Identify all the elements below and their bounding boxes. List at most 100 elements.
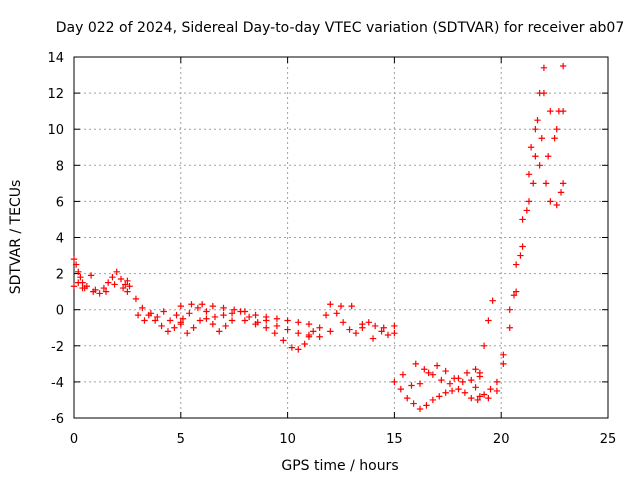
data-point xyxy=(158,322,165,330)
data-point xyxy=(188,301,195,308)
data-point xyxy=(429,396,437,404)
data-point xyxy=(523,207,531,214)
data-point xyxy=(472,366,479,373)
data-point xyxy=(442,367,449,375)
data-point xyxy=(305,331,313,339)
series-arc-j xyxy=(316,302,398,342)
data-point xyxy=(245,313,253,321)
data-point xyxy=(410,400,417,407)
data-point xyxy=(203,315,210,322)
data-point xyxy=(536,162,543,169)
data-point xyxy=(542,180,550,187)
data-point xyxy=(547,107,554,115)
y-tick-label: -6 xyxy=(51,412,64,427)
chart-title: Day 022 of 2024, Sidereal Day-to-day VTE… xyxy=(56,20,625,36)
data-point xyxy=(416,380,424,387)
y-tick-label: 12 xyxy=(47,87,64,102)
data-point xyxy=(102,288,110,295)
y-tick-label: 14 xyxy=(47,51,64,66)
data-point xyxy=(369,335,377,342)
data-point xyxy=(544,153,552,160)
data-point xyxy=(119,284,127,292)
data-point xyxy=(228,310,236,317)
data-point xyxy=(365,319,372,326)
series-arc-e xyxy=(177,301,313,328)
data-point xyxy=(295,346,302,353)
data-point xyxy=(196,317,204,324)
data-point xyxy=(77,274,84,281)
data-point xyxy=(104,279,112,286)
data-point xyxy=(271,329,278,337)
data-point xyxy=(96,290,103,297)
series-arc-c xyxy=(126,283,184,335)
data-point xyxy=(284,317,291,324)
data-point xyxy=(448,387,456,395)
y-tick-label: 0 xyxy=(56,304,64,319)
data-point xyxy=(540,89,548,97)
data-point xyxy=(559,180,567,187)
data-point xyxy=(404,394,411,402)
series-arc-p xyxy=(493,62,567,395)
data-point xyxy=(530,180,537,187)
data-point xyxy=(397,385,405,393)
data-point xyxy=(553,201,560,209)
data-point xyxy=(412,360,419,368)
y-tick-label: 10 xyxy=(47,123,64,138)
x-tick-label: 10 xyxy=(279,432,296,447)
data-point xyxy=(557,189,565,196)
data-point xyxy=(151,317,159,324)
series-arc-r xyxy=(527,89,567,187)
data-point xyxy=(198,301,206,308)
data-point xyxy=(184,329,191,337)
data-point xyxy=(305,320,313,328)
data-point xyxy=(399,371,407,378)
data-point xyxy=(173,311,180,319)
data-point xyxy=(211,313,219,321)
data-point xyxy=(527,144,535,151)
data-point xyxy=(500,360,507,368)
data-point xyxy=(87,272,95,279)
y-tick-label: -4 xyxy=(51,376,64,391)
data-point xyxy=(160,308,167,315)
data-point xyxy=(179,315,187,322)
data-point xyxy=(408,382,415,389)
series-arc-i xyxy=(310,301,398,339)
data-point xyxy=(209,320,217,328)
data-point xyxy=(109,274,116,281)
data-point xyxy=(164,328,172,335)
data-point xyxy=(485,317,492,324)
data-point xyxy=(284,326,291,333)
x-tick-label: 15 xyxy=(386,432,403,447)
x-axis-label: GPS time / hours xyxy=(281,458,398,474)
y-tick-label: 6 xyxy=(56,195,64,210)
data-point xyxy=(446,380,454,387)
data-point xyxy=(489,297,496,304)
data-point xyxy=(468,394,475,402)
data-point xyxy=(463,369,471,377)
data-point xyxy=(171,324,178,331)
data-point xyxy=(177,302,184,310)
data-point xyxy=(339,319,347,326)
series-arc-k xyxy=(391,378,494,413)
data-point xyxy=(203,308,210,315)
data-point xyxy=(461,389,469,396)
data-point xyxy=(316,333,323,340)
data-point xyxy=(186,310,193,317)
series-arc-q xyxy=(510,162,565,299)
grid xyxy=(74,57,608,418)
data-point xyxy=(90,288,97,295)
axis-ticks: 0 5 10 15 20 25 -6 -4 -2 0 2 4 6 8 10 12 14 xyxy=(47,51,616,447)
data-point xyxy=(139,304,146,312)
series-arc-o xyxy=(476,64,548,402)
data-point xyxy=(333,310,340,317)
data-point xyxy=(534,116,541,124)
series-arc-b xyxy=(70,277,131,295)
data-point xyxy=(380,324,387,331)
data-point xyxy=(100,284,108,292)
data-point xyxy=(500,351,507,359)
data-point xyxy=(288,344,296,351)
data-point xyxy=(141,317,148,324)
data-point xyxy=(519,216,526,223)
data-point xyxy=(532,126,539,133)
